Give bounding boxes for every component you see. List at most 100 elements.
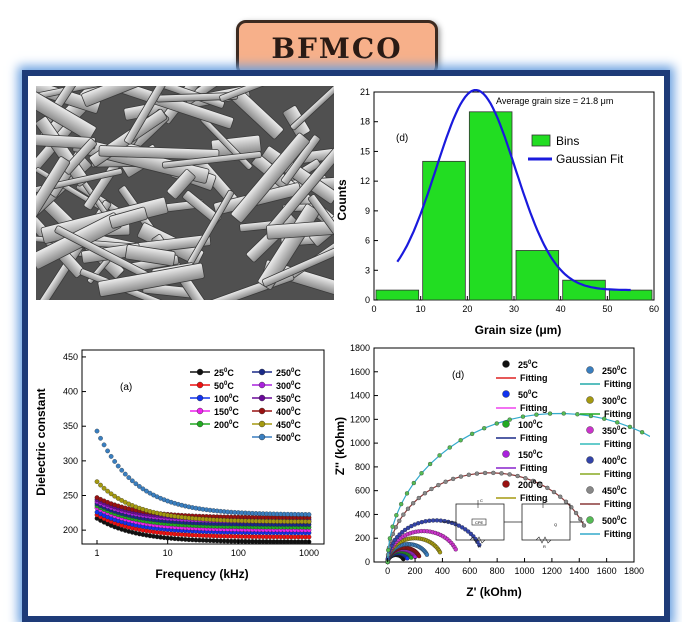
- nyq-legend-marker: [502, 480, 510, 488]
- nyq-panel-label: (d): [452, 370, 464, 381]
- diel-legend-marker: [258, 433, 266, 441]
- diel-point: [115, 463, 121, 469]
- hist-ytick-label: 0: [365, 295, 370, 305]
- diel-point: [306, 519, 312, 524]
- sem-rod: [230, 132, 310, 223]
- nyq-legend-fit-label: Fitting: [520, 433, 548, 443]
- nyq-legend-label: 1500C: [518, 450, 543, 460]
- nyq-legend-fit-label: Fitting: [520, 463, 548, 473]
- diel-legend-label: 4500C: [276, 420, 301, 430]
- sem-rod: [261, 226, 334, 287]
- hist-bar: [562, 279, 606, 301]
- nyq-legend-label: 250C: [518, 360, 538, 370]
- hist-bar: [468, 111, 513, 301]
- nyq-xtick-label: 1400: [569, 566, 589, 576]
- nyq-point: [437, 550, 443, 555]
- circuit-label-c2: C: [545, 498, 548, 503]
- nyq-legend-fit-label: Fitting: [604, 409, 632, 419]
- equivalent-circuit: C CPE R C Q R: [442, 498, 584, 549]
- diel-legend-label: 3500C: [276, 394, 301, 404]
- diel-frame: [81, 349, 325, 545]
- nyq-legend-label: 3000C: [602, 396, 627, 406]
- nyq-point: [422, 491, 428, 496]
- legend-bins-swatch: [531, 134, 551, 147]
- legend-fit-label: Gaussian Fit: [556, 152, 624, 166]
- nyq-legend-marker: [586, 426, 594, 434]
- sem-rod: [36, 91, 97, 142]
- nyq-point: [427, 461, 433, 467]
- hist-ytick-label: 6: [365, 236, 370, 246]
- nyq-point: [427, 518, 432, 523]
- circuit-label-r2: R: [543, 544, 546, 549]
- diel-legend-label: 5000C: [276, 433, 301, 443]
- nyq-point: [447, 445, 452, 450]
- nyq-legend-fit-label: Fitting: [604, 439, 632, 449]
- diel-series: [94, 479, 312, 524]
- nyq-point: [399, 501, 404, 507]
- diel-point: [140, 486, 146, 492]
- diel-xtick-label: 1000: [299, 548, 319, 558]
- diel-xtick-label: 100: [231, 548, 246, 558]
- hist-xtick-label: 60: [649, 304, 659, 314]
- nyq-point: [581, 523, 587, 528]
- nyq-xtick-label: 1800: [624, 566, 644, 576]
- nyq-point: [429, 486, 434, 492]
- nyq-point: [394, 513, 399, 518]
- hist-ytick-label: 15: [360, 146, 370, 156]
- sem-rod: [307, 194, 334, 245]
- diel-plot-area: 1 10 100 1000 200 250 300 350 400 450: [63, 349, 325, 558]
- nyq-point: [551, 489, 557, 495]
- nyq-legend-label: 2500C: [602, 366, 627, 376]
- nyq-point: [411, 480, 416, 486]
- nyq-point: [463, 527, 468, 532]
- nyq-legend-marker: [586, 456, 594, 464]
- diel-point: [94, 479, 100, 484]
- nyq-legend-marker: [502, 390, 510, 398]
- diel-xtick-label: 1: [94, 548, 99, 558]
- page-title: BFMCO: [271, 31, 403, 65]
- diel-series: [94, 512, 312, 540]
- nyq-fit-line: [387, 472, 585, 563]
- diel-legend-marker: [196, 368, 204, 376]
- hist-legend: Bins Gaussian Fit: [528, 134, 624, 166]
- diel-xlabel: Frequency (kHz): [155, 567, 248, 581]
- hist-ytick-label: 21: [360, 87, 370, 97]
- hist-panel-label: (d): [396, 133, 408, 144]
- impedance-chart: (d) Z' (kOhm) Z'' (kOhm) 0 200 400 600 800 10…: [334, 343, 650, 599]
- hist-ytick-label: 18: [360, 117, 370, 127]
- sem-rod: [81, 86, 160, 107]
- diel-point: [129, 478, 135, 484]
- nyq-legend-label: 2000C: [518, 480, 543, 490]
- nyq-point: [482, 426, 487, 431]
- hist-plot-area: 0 10 20 30 40 50 60 0 3 6 9 12 15 18 21: [360, 87, 659, 314]
- hist-bar: [608, 289, 653, 301]
- hist-ytick-label: 3: [365, 265, 370, 275]
- nyq-ytick-label: 1600: [350, 367, 370, 377]
- nyq-point: [437, 453, 442, 458]
- nyq-point: [416, 521, 421, 526]
- nyq-ytick-label: 1800: [350, 343, 370, 353]
- nyq-point: [602, 416, 607, 421]
- nyq-legend-marker: [586, 366, 594, 374]
- hist-annotation: Average grain size = 21.8 μm: [496, 96, 613, 106]
- nyq-legend-fit-label: Fitting: [604, 499, 632, 509]
- nyq-point: [547, 411, 553, 416]
- nyq-point: [494, 421, 499, 426]
- nyq-point: [402, 527, 408, 533]
- nyq-point: [460, 525, 465, 530]
- diel-legend-label: 2500C: [276, 368, 301, 378]
- hist-bar: [422, 160, 466, 301]
- dielectric-chart: (a) Frequency (kHz) Dielectric constant …: [34, 349, 325, 581]
- diel-panel-label: (a): [120, 382, 132, 393]
- hist-xlabel: Grain size (μm): [475, 323, 562, 337]
- hist-xtick-label: 40: [556, 304, 566, 314]
- diel-xtick-label: 10: [163, 548, 173, 558]
- nyq-xtick-label: 400: [435, 566, 450, 576]
- diel-point: [115, 496, 121, 501]
- nyq-legend-label: 500C: [518, 390, 538, 400]
- diel-series: [94, 516, 312, 545]
- sem-rod: [162, 151, 262, 169]
- nyq-point: [578, 516, 583, 522]
- nyq-point: [434, 518, 440, 523]
- diel-point: [112, 459, 118, 464]
